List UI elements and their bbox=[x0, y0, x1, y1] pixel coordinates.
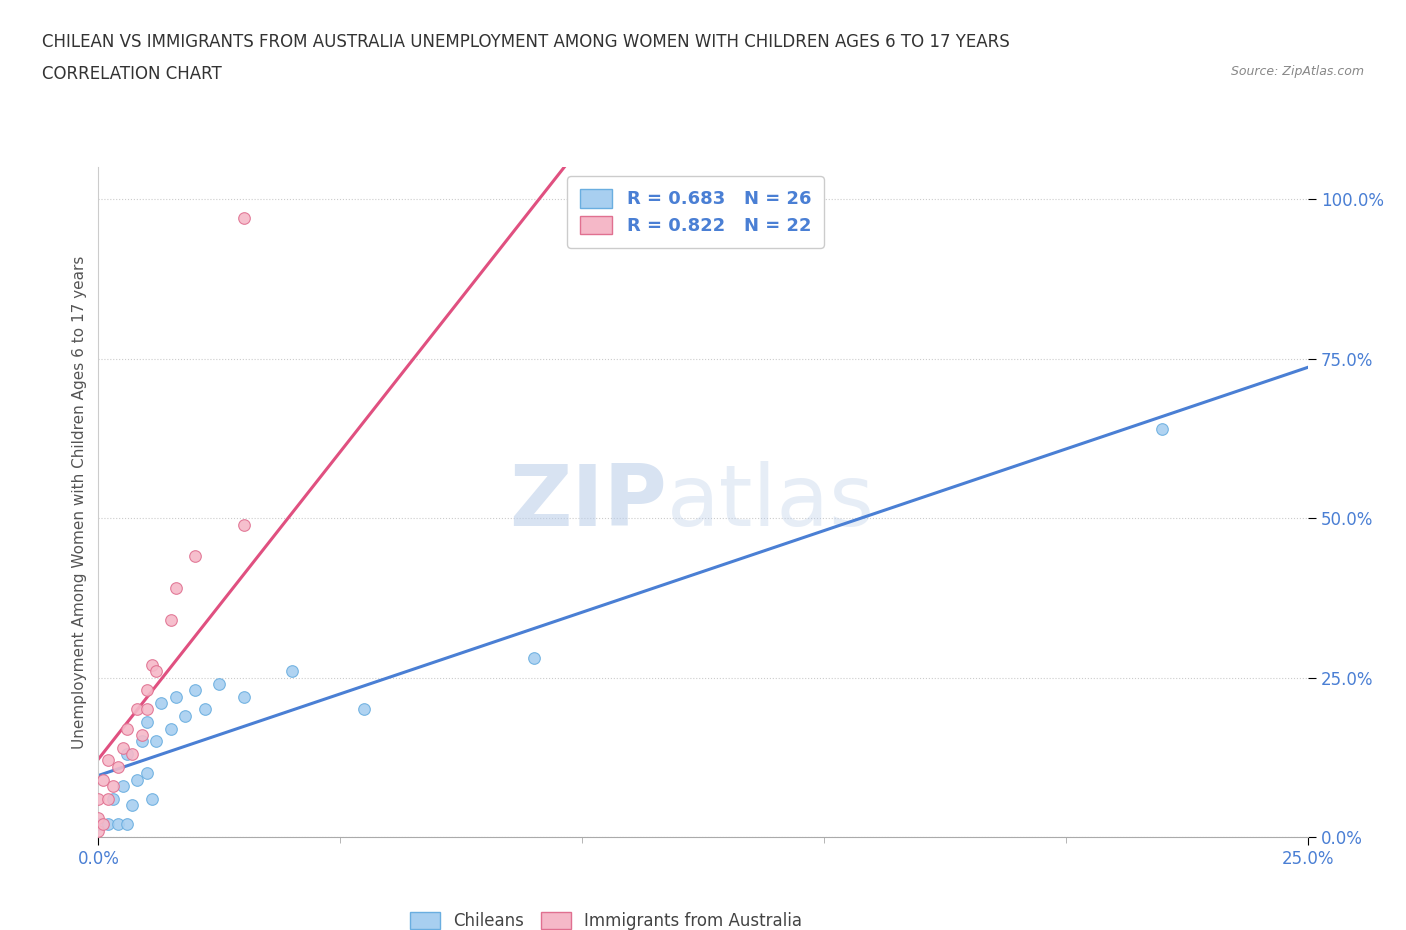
Legend: Chileans, Immigrants from Australia: Chileans, Immigrants from Australia bbox=[404, 906, 808, 930]
Point bbox=[145, 734, 167, 749]
Point bbox=[117, 817, 139, 831]
Point bbox=[97, 817, 120, 831]
Point bbox=[194, 702, 217, 717]
Point bbox=[131, 727, 153, 742]
Point bbox=[145, 664, 167, 679]
Text: Source: ZipAtlas.com: Source: ZipAtlas.com bbox=[1230, 65, 1364, 78]
Point bbox=[127, 772, 149, 787]
Point bbox=[131, 734, 153, 749]
Point bbox=[141, 791, 163, 806]
Point bbox=[87, 810, 110, 825]
Point bbox=[619, 211, 641, 226]
Point bbox=[111, 740, 134, 755]
Point bbox=[97, 753, 120, 768]
Point bbox=[117, 721, 139, 736]
Point bbox=[184, 549, 207, 564]
Point bbox=[107, 760, 129, 775]
Point bbox=[87, 823, 110, 838]
Point bbox=[121, 798, 143, 813]
Point bbox=[101, 791, 124, 806]
Point bbox=[97, 791, 120, 806]
Point bbox=[353, 702, 375, 717]
Point bbox=[281, 664, 304, 679]
Point bbox=[232, 689, 254, 704]
Point bbox=[121, 747, 143, 762]
Text: atlas: atlas bbox=[666, 460, 875, 544]
Text: CORRELATION CHART: CORRELATION CHART bbox=[42, 65, 222, 83]
Point bbox=[150, 696, 173, 711]
Point bbox=[232, 517, 254, 532]
Point bbox=[160, 721, 183, 736]
Point bbox=[165, 581, 187, 596]
Point bbox=[208, 676, 231, 691]
Point bbox=[91, 772, 114, 787]
Point bbox=[232, 211, 254, 226]
Y-axis label: Unemployment Among Women with Children Ages 6 to 17 years: Unemployment Among Women with Children A… bbox=[72, 256, 87, 749]
Point bbox=[91, 817, 114, 831]
Point bbox=[184, 683, 207, 698]
Point bbox=[135, 702, 157, 717]
Point bbox=[135, 765, 157, 780]
Point bbox=[101, 778, 124, 793]
Text: ZIP: ZIP bbox=[509, 460, 666, 544]
Point bbox=[160, 613, 183, 628]
Point bbox=[523, 651, 546, 666]
Point bbox=[111, 778, 134, 793]
Point bbox=[107, 817, 129, 831]
Text: CHILEAN VS IMMIGRANTS FROM AUSTRALIA UNEMPLOYMENT AMONG WOMEN WITH CHILDREN AGES: CHILEAN VS IMMIGRANTS FROM AUSTRALIA UNE… bbox=[42, 33, 1010, 50]
Point bbox=[165, 689, 187, 704]
Point bbox=[141, 658, 163, 672]
Point bbox=[1152, 421, 1174, 436]
Point bbox=[127, 702, 149, 717]
Point bbox=[87, 817, 110, 831]
Point bbox=[87, 791, 110, 806]
Point bbox=[135, 683, 157, 698]
Point bbox=[174, 709, 197, 724]
Point bbox=[135, 715, 157, 730]
Point bbox=[117, 747, 139, 762]
